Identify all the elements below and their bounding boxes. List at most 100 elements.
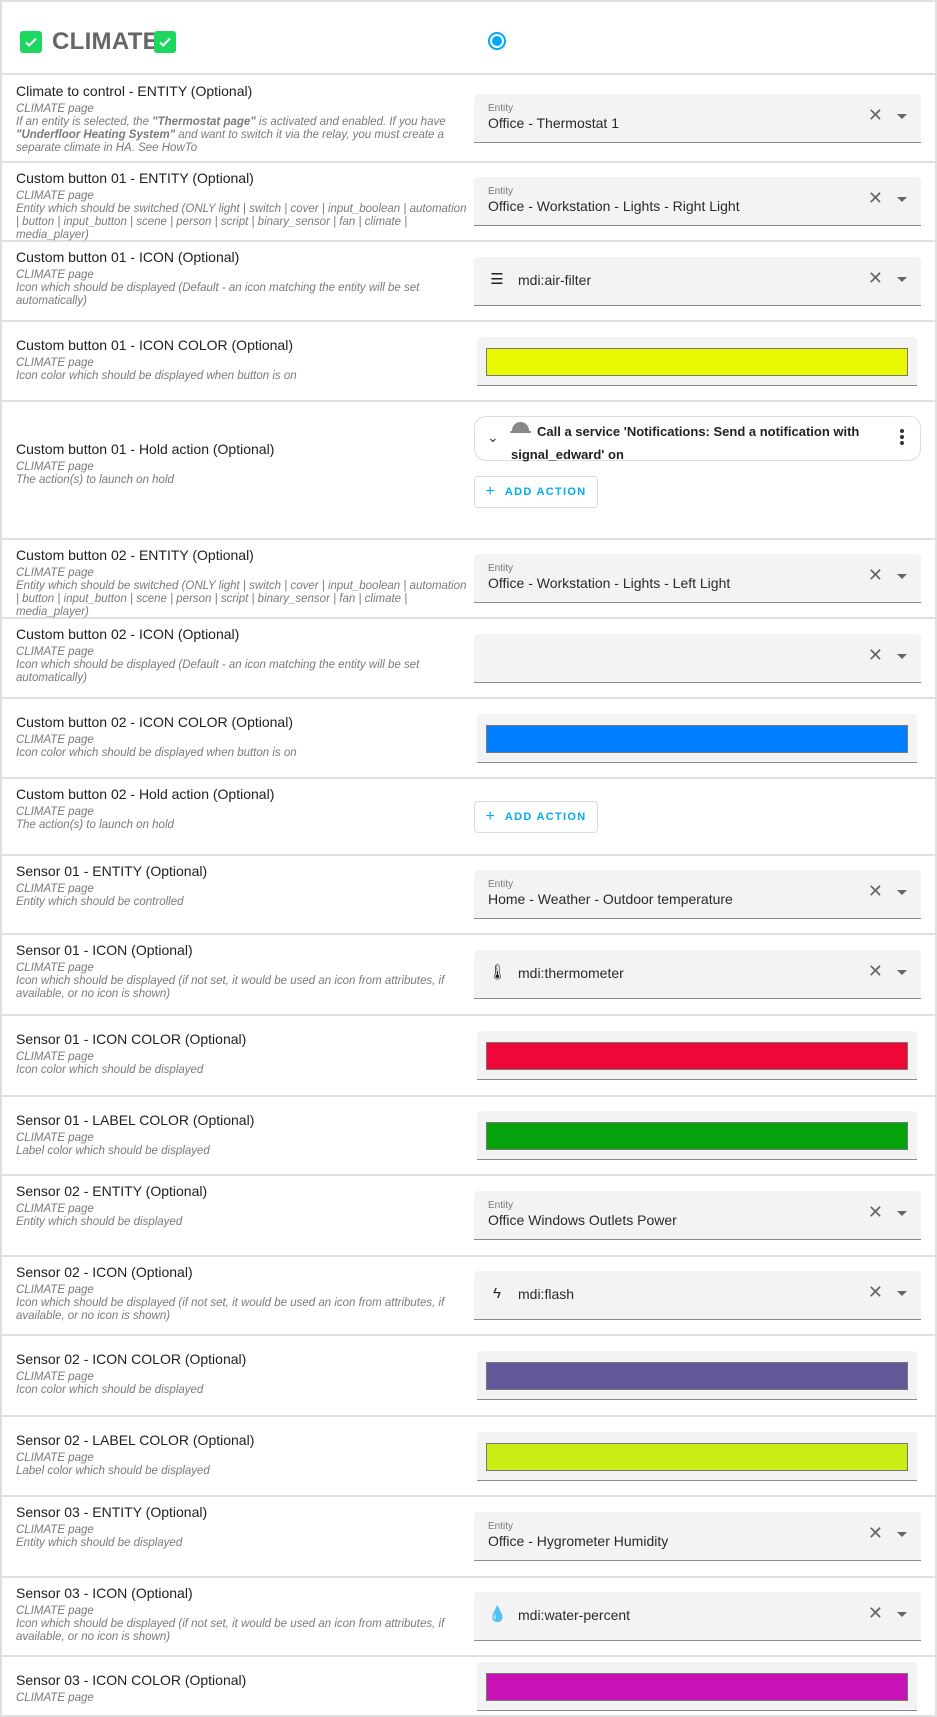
row-label: Sensor 02 - LABEL COLOR (Optional) CLIMAT… [2,1417,474,1495]
flash-icon: ϟ [493,1285,501,1302]
config-row: Custom button 01 - Hold action (Optional… [2,402,935,540]
thermometer-icon: 🌡 [488,964,508,981]
color-swatch[interactable] [486,1362,908,1390]
entity-picker[interactable]: Entity Office Windows Outlets Power ✕ [474,1191,921,1240]
desc-text: Entity which should be displayed [16,1216,183,1228]
entity-picker[interactable]: Entity Office - Workstation - Lights - Le… [474,554,921,603]
color-swatch[interactable] [486,1042,908,1070]
entity-picker[interactable]: Entity Home - Weather - Outdoor temperatu… [474,870,921,919]
desc-text: Entity which should be switched (ONLY li… [16,203,467,241]
field-label: Entity [488,102,514,114]
dropdown-arrow-icon[interactable] [897,890,907,895]
icon-picker[interactable]: 💧 mdi:water-percent ✕ [474,1592,921,1641]
page-name: CLIMATE page [16,883,94,895]
row-control: + ADD ACTION [474,779,921,854]
color-picker[interactable] [477,336,917,386]
config-row: Custom button 02 - ENTITY (Optional) CLIM… [2,540,935,619]
config-row: Sensor 01 - ICON COLOR (Optional) CLIMATE… [2,1016,935,1097]
row-label: Climate to control - ENTITY (Optional) CL… [2,75,474,161]
color-picker[interactable] [477,1111,917,1160]
dropdown-arrow-icon[interactable] [897,1532,907,1537]
entity-picker[interactable]: Entity Office - Thermostat 1 ✕ [474,93,921,143]
dropdown-arrow-icon[interactable] [897,197,907,202]
color-swatch[interactable] [486,1672,908,1701]
dropdown-arrow-icon[interactable] [897,970,907,975]
desc-text: Icon color which should be displayed whe… [16,747,297,759]
dropdown-arrow-icon[interactable] [897,276,907,282]
color-swatch[interactable] [486,724,908,753]
clear-icon[interactable]: ✕ [867,881,883,901]
row-label: Custom button 01 - Hold action (Optional… [2,402,474,538]
dropdown-arrow-icon[interactable] [897,653,907,659]
dropdown-arrow-icon[interactable] [897,1211,907,1216]
dropdown-arrow-icon[interactable] [897,113,907,119]
color-picker[interactable] [477,1031,917,1080]
color-picker[interactable] [477,1351,917,1400]
icon-picker[interactable]: ☰ mdi:air-filter ✕ [474,256,921,306]
more-vert-icon[interactable] [900,429,904,447]
action-card[interactable]: ⌄ Call a service 'Notifications: Send a n… [474,416,921,462]
clear-icon[interactable]: ✕ [867,961,883,981]
color-swatch[interactable] [486,1122,908,1150]
row-description: CLIMATE page Icon which should be display… [16,269,474,308]
clear-icon[interactable]: ✕ [867,644,883,665]
row-control [474,699,921,777]
entity-picker[interactable]: Entity Office - Hygrometer Humidity ✕ [474,1512,921,1561]
color-picker[interactable] [477,1661,917,1711]
row-label: Sensor 03 - ICON (Optional) CLIMATE page I… [2,1578,474,1655]
dropdown-arrow-icon[interactable] [897,574,907,579]
row-label: Sensor 01 - ICON COLOR (Optional) CLIMATE… [2,1016,474,1095]
row-description: CLIMATE page Icon color which should be d… [16,357,474,383]
icon-picker[interactable]: ϟ mdi:flash ✕ [474,1271,921,1320]
icon-picker[interactable]: ✕ [474,633,921,683]
row-title: Sensor 01 - ENTITY (Optional) [16,863,208,879]
icon-picker[interactable]: 🌡 mdi:thermometer ✕ [474,950,921,999]
chevron-down-icon[interactable]: ⌄ [487,429,499,445]
desc-text: is activated and enabled. If you have [255,116,446,128]
row-description: CLIMATE page Icon color which should be d… [16,1051,474,1077]
row-description: CLIMATE page The action(s) to launch on h… [16,461,474,487]
page-name: CLIMATE page [16,1524,94,1536]
check-icon [20,31,42,53]
entity-picker[interactable]: Entity Office - Workstation - Lights - Ri… [474,177,921,226]
row-description: CLIMATE page Icon which should be display… [16,646,474,685]
dropdown-arrow-icon[interactable] [897,1291,907,1296]
row-label: Sensor 02 - ICON COLOR (Optional) CLIMATE… [2,1336,474,1415]
color-swatch[interactable] [486,347,908,376]
clear-icon[interactable]: ✕ [867,104,883,125]
row-description: CLIMATE page Label color which should be … [16,1132,474,1158]
desc-text: Icon color which should be displayed [16,1384,204,1396]
desc-text: The action(s) to launch on hold [16,474,174,486]
row-control: ϟ mdi:flash ✕ [474,1257,921,1334]
page-name: CLIMATE page [16,1203,94,1215]
water-percent-icon: 💧 [488,1606,507,1623]
page-name: CLIMATE page [16,103,94,115]
add-action-button[interactable]: + ADD ACTION [474,476,598,508]
clear-icon[interactable]: ✕ [867,1603,883,1623]
clear-icon[interactable]: ✕ [867,1282,883,1302]
section-radio[interactable] [488,32,506,50]
add-action-button[interactable]: + ADD ACTION [474,800,598,833]
row-title: Sensor 03 - ENTITY (Optional) [16,1504,208,1520]
desc-emphasis: "Underfloor Heating System" [16,129,176,141]
color-swatch[interactable] [486,1442,908,1471]
color-picker[interactable] [477,1431,917,1481]
row-control [474,1417,921,1495]
dropdown-arrow-icon[interactable] [897,1612,907,1617]
desc-emphasis: "Thermostat page" [152,116,256,128]
clear-icon[interactable]: ✕ [867,565,883,585]
page-name: CLIMATE page [16,461,94,473]
desc-text: Entity which should be controlled [16,896,184,908]
row-control: Entity Office - Workstation - Lights - Ri… [474,163,921,240]
row-control: ☰ mdi:air-filter ✕ [474,242,921,320]
row-title: Custom button 02 - ICON (Optional) [16,626,240,642]
row-label: Custom button 02 - ICON COLOR (Optional)… [2,699,474,777]
clear-icon[interactable]: ✕ [867,188,883,208]
row-title: Custom button 01 - ICON (Optional) [16,249,240,265]
clear-icon[interactable]: ✕ [867,1202,883,1222]
clear-icon[interactable]: ✕ [867,1523,883,1543]
color-picker[interactable] [477,713,917,763]
clear-icon[interactable]: ✕ [867,267,883,288]
desc-text: Entity which should be displayed [16,1537,183,1549]
